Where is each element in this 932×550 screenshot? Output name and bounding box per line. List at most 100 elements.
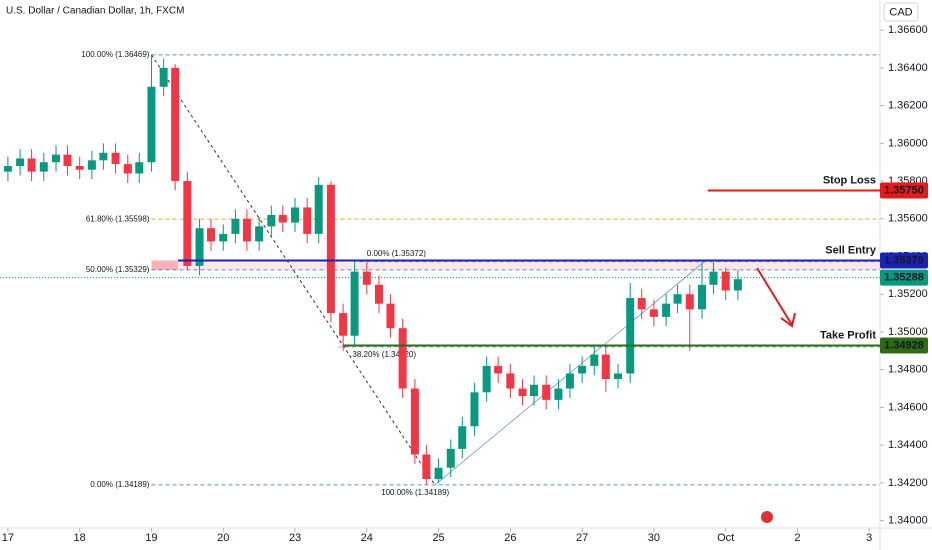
- candle-body: [63, 154, 72, 166]
- y-tick-label: 1.36000: [888, 137, 928, 149]
- candle-body: [470, 392, 479, 427]
- level-name: Take Profit: [820, 329, 876, 341]
- candle-body: [147, 86, 156, 163]
- x-tick-label: Oct: [717, 532, 734, 544]
- y-tick-label: 1.35200: [888, 288, 928, 300]
- x-tick-label: 17: [2, 532, 14, 544]
- candle-body: [697, 284, 706, 310]
- y-tick-label: 1.34000: [888, 514, 928, 526]
- x-tick-label: 2: [794, 532, 800, 544]
- candle-body: [303, 207, 312, 234]
- chart-title: U.S. Dollar / Canadian Dollar, 1h, FXCM: [6, 6, 184, 17]
- candle-body: [51, 154, 60, 163]
- y-tick-label: 1.34200: [888, 477, 928, 489]
- candle-body: [554, 388, 563, 400]
- y-tick-label: 1.34600: [888, 401, 928, 413]
- price-tag-label: 1.35379: [884, 254, 924, 266]
- candle-body: [733, 279, 742, 291]
- candle-body: [458, 426, 467, 449]
- candle-body: [422, 454, 431, 480]
- x-tick-label: 26: [504, 532, 516, 544]
- x-tick-label: 23: [289, 532, 301, 544]
- candle-body: [135, 162, 144, 174]
- candle-body: [482, 365, 491, 393]
- fib-label: 38.20% (1.34920): [352, 350, 416, 359]
- x-tick-label: 18: [74, 532, 86, 544]
- candle-body: [530, 384, 539, 397]
- price-tag: [880, 252, 928, 269]
- candle-body: [446, 448, 455, 468]
- x-tick-label: 20: [217, 532, 229, 544]
- candle-body: [386, 303, 395, 329]
- candle-body: [16, 158, 25, 166]
- price-tag: [880, 182, 928, 199]
- candle-body: [231, 218, 240, 234]
- currency-box[interactable]: [883, 2, 919, 22]
- candle-body: [506, 373, 515, 389]
- candle-body: [159, 67, 168, 87]
- price-tag-label: 1.35750: [884, 184, 924, 196]
- candle-body: [637, 298, 646, 310]
- candle-body: [434, 467, 443, 480]
- y-tick-label: 1.35000: [888, 326, 928, 338]
- candle-body: [494, 365, 503, 374]
- candle-body: [339, 313, 348, 336]
- candle-body: [183, 181, 192, 266]
- trend-line: [151, 54, 436, 486]
- fib-label: 100.00% (1.34189): [381, 488, 449, 497]
- candle-body: [410, 388, 419, 455]
- candle-body: [626, 298, 635, 374]
- candle-body: [578, 365, 587, 374]
- candle-body: [314, 184, 323, 234]
- level-name: Sell Entry: [825, 244, 877, 256]
- x-tick-label: 27: [576, 532, 588, 544]
- candle-body: [350, 271, 359, 336]
- candle-body: [685, 294, 694, 310]
- candle-body: [291, 207, 300, 223]
- y-tick-label: 1.36200: [888, 100, 928, 112]
- candle-body: [207, 228, 216, 242]
- y-tick-label: 1.36600: [888, 24, 928, 36]
- candle-body: [662, 303, 671, 317]
- y-tick-label: 1.36400: [888, 62, 928, 74]
- candle-body: [278, 215, 287, 223]
- candle-body: [601, 354, 610, 380]
- y-tick-label: 1.35600: [888, 213, 928, 225]
- candle-body: [195, 228, 204, 266]
- candle-body: [242, 218, 251, 242]
- price-tag: [880, 337, 928, 354]
- candle-body: [565, 373, 574, 389]
- candle-body: [614, 373, 623, 380]
- price-tag: [880, 269, 928, 286]
- candle-body: [590, 354, 599, 366]
- supply-zone: [151, 260, 880, 270]
- candle-body: [111, 152, 120, 165]
- fib-label: 100.00% (1.36469): [81, 50, 149, 59]
- candle-body: [267, 215, 276, 227]
- flag-icon: [761, 511, 773, 523]
- fib-label: 50.00% (1.35329): [86, 265, 150, 274]
- supply-zone-core: [151, 260, 179, 270]
- candle-body: [39, 162, 48, 172]
- candle-body: [3, 165, 12, 172]
- candle-body: [75, 165, 84, 170]
- y-tick-label: 1.34800: [888, 364, 928, 376]
- candle-body: [255, 226, 264, 242]
- fib-label: 61.80% (1.35598): [86, 214, 150, 223]
- candle-body: [326, 184, 335, 314]
- candle-body: [721, 271, 730, 291]
- candle-body: [673, 294, 682, 304]
- candle-body: [87, 160, 96, 170]
- candle-body: [542, 384, 551, 400]
- x-tick-label: 19: [145, 532, 157, 544]
- price-tag-label: 1.35288: [884, 272, 924, 284]
- x-tick-label: 24: [361, 532, 373, 544]
- candle-body: [398, 328, 407, 389]
- fib-label: 0.00% (1.35372): [367, 249, 426, 258]
- x-tick-label: 30: [648, 532, 660, 544]
- candle-body: [518, 388, 527, 397]
- y-tick-label: 1.34400: [888, 439, 928, 451]
- price-tag-label: 1.34928: [884, 339, 924, 351]
